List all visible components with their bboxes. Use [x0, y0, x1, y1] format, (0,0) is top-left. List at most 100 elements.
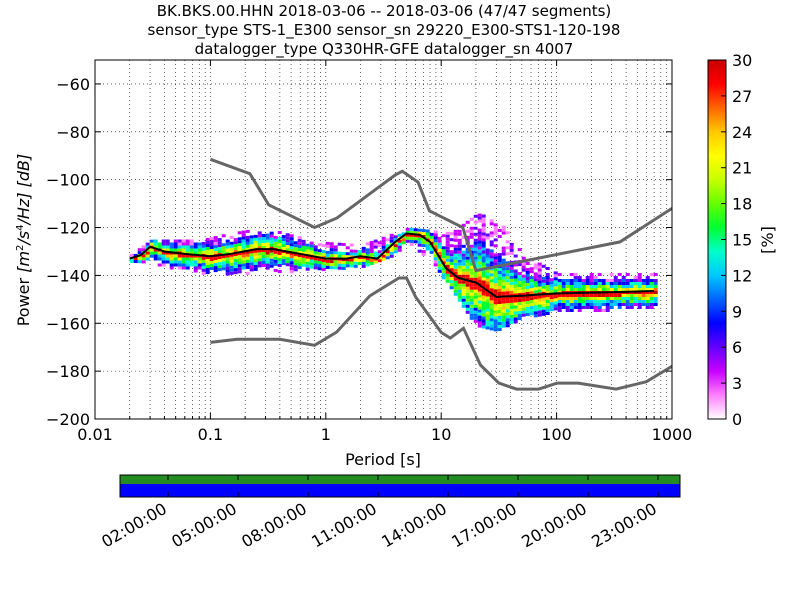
psd-cell [385, 244, 390, 248]
psd-cell [525, 283, 530, 286]
psd-cell [421, 241, 426, 245]
psd-cell [409, 236, 414, 240]
psd-cell [553, 298, 558, 302]
x-tick-label: 10 [431, 425, 451, 444]
psd-cell [469, 310, 474, 314]
psd-cell [625, 282, 630, 285]
psd-cell [501, 285, 506, 289]
time-tick-label: 05:00:00 [168, 499, 240, 551]
psd-cell [205, 250, 210, 253]
psd-cell [253, 237, 258, 241]
psd-cell [485, 254, 490, 258]
psd-cell [401, 241, 406, 245]
psd-cell [513, 263, 518, 267]
psd-cell [517, 308, 522, 312]
psd-cell [561, 300, 566, 303]
psd-cell [313, 239, 318, 243]
psd-cell [497, 325, 502, 328]
psd-cell [593, 288, 598, 291]
time-tick-label: 17:00:00 [448, 499, 520, 551]
psd-cell [465, 286, 470, 290]
psd-cell [497, 268, 502, 271]
psd-cell [629, 288, 634, 291]
psd-cell [205, 247, 210, 250]
y-tick-label: −120 [46, 219, 90, 238]
psd-cell [461, 301, 466, 305]
psd-cell [505, 315, 510, 319]
psd-cell [313, 263, 318, 267]
psd-cell [161, 251, 166, 255]
psd-cell [501, 225, 506, 229]
psd-cell [333, 251, 338, 255]
psd-cell [417, 228, 422, 232]
title-line-2: sensor_type STS-1_E300 sensor_sn 29220_E… [147, 21, 621, 39]
psd-cell [505, 291, 510, 295]
psd-cell [601, 309, 606, 312]
psd-cell [241, 260, 246, 264]
psd-cell [497, 229, 502, 232]
psd-cell [577, 294, 582, 297]
psd-cell [317, 252, 322, 256]
psd-cell [653, 288, 658, 291]
psd-cell [305, 243, 310, 247]
psd-cell [485, 233, 490, 237]
psd-cell [469, 286, 474, 290]
psd-cell [545, 279, 550, 282]
psd-cell [489, 294, 494, 298]
psd-cell [605, 279, 610, 282]
psd-cell [341, 267, 346, 270]
psd-cell [525, 295, 530, 298]
psd-cell [529, 297, 534, 301]
psd-cell [389, 245, 394, 249]
psd-cell [617, 294, 622, 297]
psd-cell [301, 248, 306, 252]
psd-cell [645, 294, 650, 297]
psd-cell [581, 285, 586, 288]
psd-cell [473, 277, 478, 281]
psd-cell [341, 243, 346, 246]
psd-cell [285, 245, 290, 249]
colorbar-tick-label: 12 [732, 266, 752, 285]
psd-cell [453, 283, 458, 287]
psd-cell [181, 263, 186, 267]
psd-cell [457, 232, 462, 236]
psd-cell [269, 255, 274, 259]
psd-cell [545, 267, 550, 270]
psd-cell [613, 294, 618, 297]
psd-cell [561, 297, 566, 300]
psd-cell [537, 280, 542, 284]
psd-cell [457, 244, 462, 248]
psd-cell [477, 306, 482, 310]
psd-cell [213, 236, 218, 240]
psd-cell [361, 252, 366, 256]
psd-cell [561, 288, 566, 291]
psd-cell [269, 231, 274, 235]
psd-cell [237, 264, 242, 268]
psd-cell [625, 273, 630, 276]
psd-cell [137, 248, 142, 252]
psd-cell [233, 250, 238, 254]
psd-cell [605, 285, 610, 288]
psd-cell [397, 248, 402, 252]
psd-cell [297, 239, 302, 243]
psd-cell [337, 260, 342, 264]
psd-cell [477, 285, 482, 289]
psd-cell [489, 309, 494, 313]
psd-cell [521, 274, 526, 278]
psd-cell [425, 229, 430, 233]
psd-cell [153, 239, 158, 243]
psd-cell [461, 259, 466, 263]
psd-cell [557, 306, 562, 309]
psd-cell [493, 268, 498, 272]
psd-cell [249, 253, 254, 257]
psd-cell [485, 257, 490, 261]
psd-cell [213, 266, 218, 270]
psd-cell [477, 288, 482, 292]
psd-cell [517, 248, 522, 252]
psd-cell [173, 248, 178, 252]
psd-cell [153, 245, 158, 249]
psd-cell [129, 259, 134, 263]
psd-cell [481, 262, 486, 266]
psd-cell [521, 313, 526, 317]
psd-cell [297, 254, 302, 258]
